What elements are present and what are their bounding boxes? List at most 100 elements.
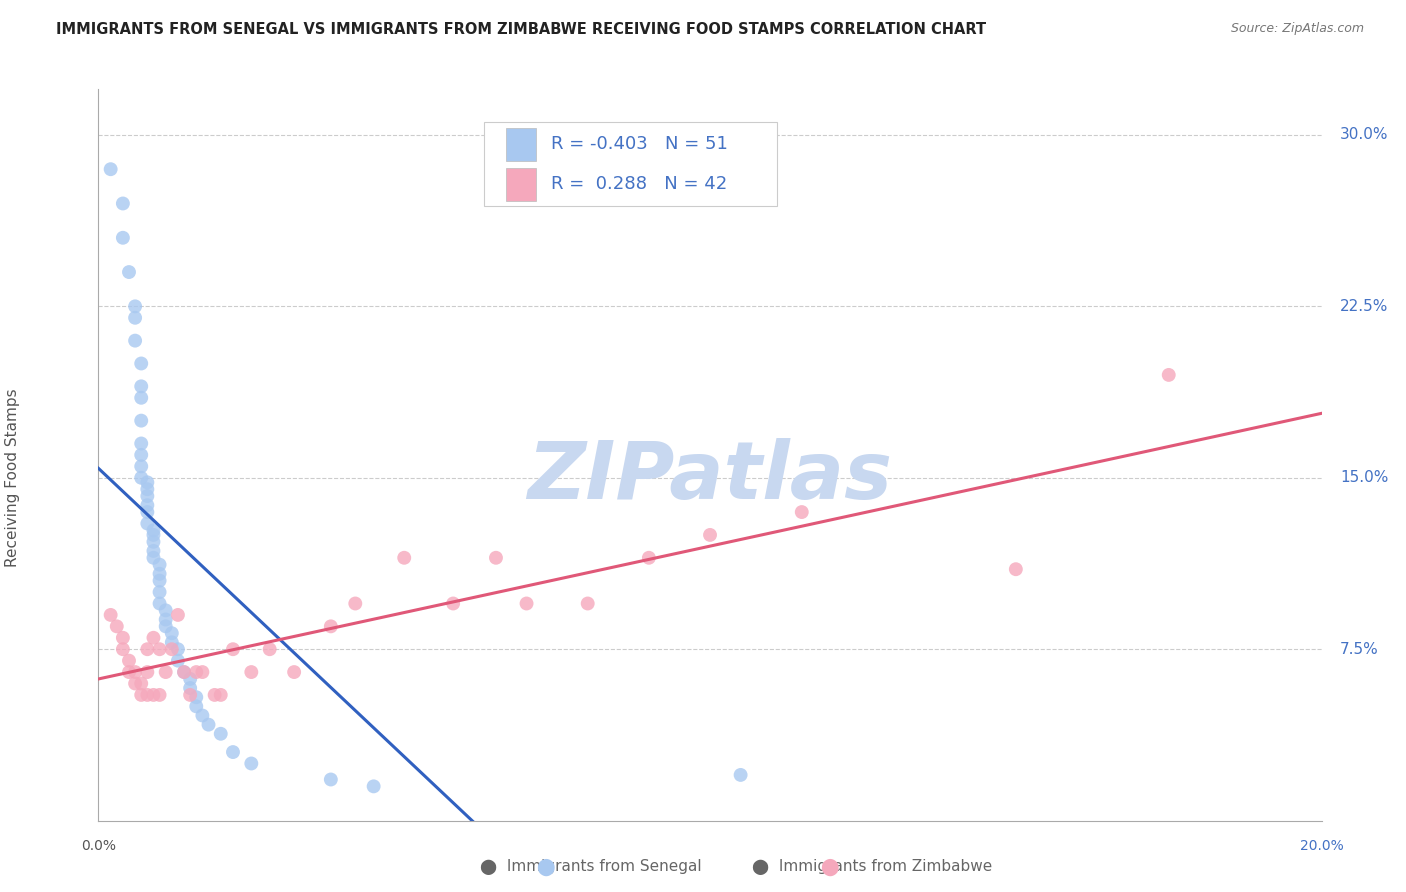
Point <box>160 642 183 657</box>
Point <box>186 665 208 679</box>
Point <box>319 619 342 633</box>
Point <box>129 459 152 474</box>
Text: ⬤: ⬤ <box>536 858 555 876</box>
Point <box>149 566 172 581</box>
Point <box>319 772 342 787</box>
Text: ⬤  Immigrants from Senegal: ⬤ Immigrants from Senegal <box>479 859 702 875</box>
Point <box>129 688 152 702</box>
FancyBboxPatch shape <box>506 128 536 161</box>
Point <box>167 642 190 657</box>
Point <box>186 690 208 705</box>
Point <box>136 505 159 519</box>
Point <box>142 550 165 565</box>
Point <box>136 489 159 503</box>
Point <box>155 619 177 633</box>
Text: IMMIGRANTS FROM SENEGAL VS IMMIGRANTS FROM ZIMBABWE RECEIVING FOOD STAMPS CORREL: IMMIGRANTS FROM SENEGAL VS IMMIGRANTS FR… <box>56 22 987 37</box>
Point <box>222 642 245 657</box>
Point <box>136 498 159 512</box>
Point <box>100 607 122 622</box>
Point <box>516 597 538 611</box>
Point <box>160 635 183 649</box>
Text: 22.5%: 22.5% <box>1340 299 1388 314</box>
Point <box>179 672 201 686</box>
Point <box>240 756 263 771</box>
Point <box>100 162 122 177</box>
Point <box>259 642 281 657</box>
Point <box>392 550 416 565</box>
Point <box>118 265 141 279</box>
Text: 20.0%: 20.0% <box>1299 838 1344 853</box>
Point <box>179 681 201 695</box>
Point <box>118 654 141 668</box>
Text: ⬤: ⬤ <box>820 858 839 876</box>
Point <box>209 727 232 741</box>
Point <box>142 534 165 549</box>
Point <box>173 665 195 679</box>
Point <box>136 516 159 531</box>
Point <box>129 448 152 462</box>
Point <box>167 607 190 622</box>
Point <box>155 665 177 679</box>
Point <box>136 475 159 490</box>
Point <box>124 665 146 679</box>
Point <box>129 676 152 690</box>
Point <box>142 524 165 538</box>
Text: ZIPatlas: ZIPatlas <box>527 438 893 516</box>
Text: 0.0%: 0.0% <box>82 838 115 853</box>
Point <box>167 654 190 668</box>
Point <box>363 780 385 794</box>
Point <box>730 768 752 782</box>
Point <box>155 613 177 627</box>
Point <box>129 471 152 485</box>
FancyBboxPatch shape <box>484 122 778 206</box>
Point <box>136 642 159 657</box>
Point <box>111 196 134 211</box>
Point <box>149 688 172 702</box>
Point <box>283 665 305 679</box>
Point <box>344 597 367 611</box>
Point <box>576 597 599 611</box>
Point <box>129 391 152 405</box>
Point <box>129 414 152 428</box>
FancyBboxPatch shape <box>506 168 536 201</box>
Point <box>111 631 134 645</box>
Point <box>790 505 813 519</box>
Point <box>124 310 146 325</box>
Point <box>105 619 128 633</box>
Point <box>485 550 508 565</box>
Text: R =  0.288   N = 42: R = 0.288 N = 42 <box>551 176 727 194</box>
Point <box>129 379 152 393</box>
Point <box>1004 562 1026 576</box>
Text: Source: ZipAtlas.com: Source: ZipAtlas.com <box>1230 22 1364 36</box>
Point <box>699 528 721 542</box>
Point <box>186 699 208 714</box>
Point <box>129 356 152 371</box>
Point <box>173 665 195 679</box>
Point <box>160 626 183 640</box>
Point <box>118 665 141 679</box>
Point <box>1157 368 1180 382</box>
Point <box>155 603 177 617</box>
Point <box>441 597 464 611</box>
Point <box>240 665 263 679</box>
Point <box>136 482 159 496</box>
Point <box>142 688 165 702</box>
Point <box>197 717 219 731</box>
Point <box>637 550 661 565</box>
Text: Receiving Food Stamps: Receiving Food Stamps <box>6 388 20 567</box>
Point <box>142 528 165 542</box>
Point <box>142 544 165 558</box>
Point <box>179 688 201 702</box>
Text: ⬤  Immigrants from Zimbabwe: ⬤ Immigrants from Zimbabwe <box>752 859 991 875</box>
Point <box>149 574 172 588</box>
Text: 15.0%: 15.0% <box>1340 470 1388 485</box>
Point <box>124 676 146 690</box>
Point <box>149 597 172 611</box>
Point <box>191 708 214 723</box>
Point <box>111 231 134 245</box>
Point <box>142 631 165 645</box>
Point <box>222 745 245 759</box>
Point <box>124 334 146 348</box>
Point <box>149 585 172 599</box>
Point <box>149 642 172 657</box>
